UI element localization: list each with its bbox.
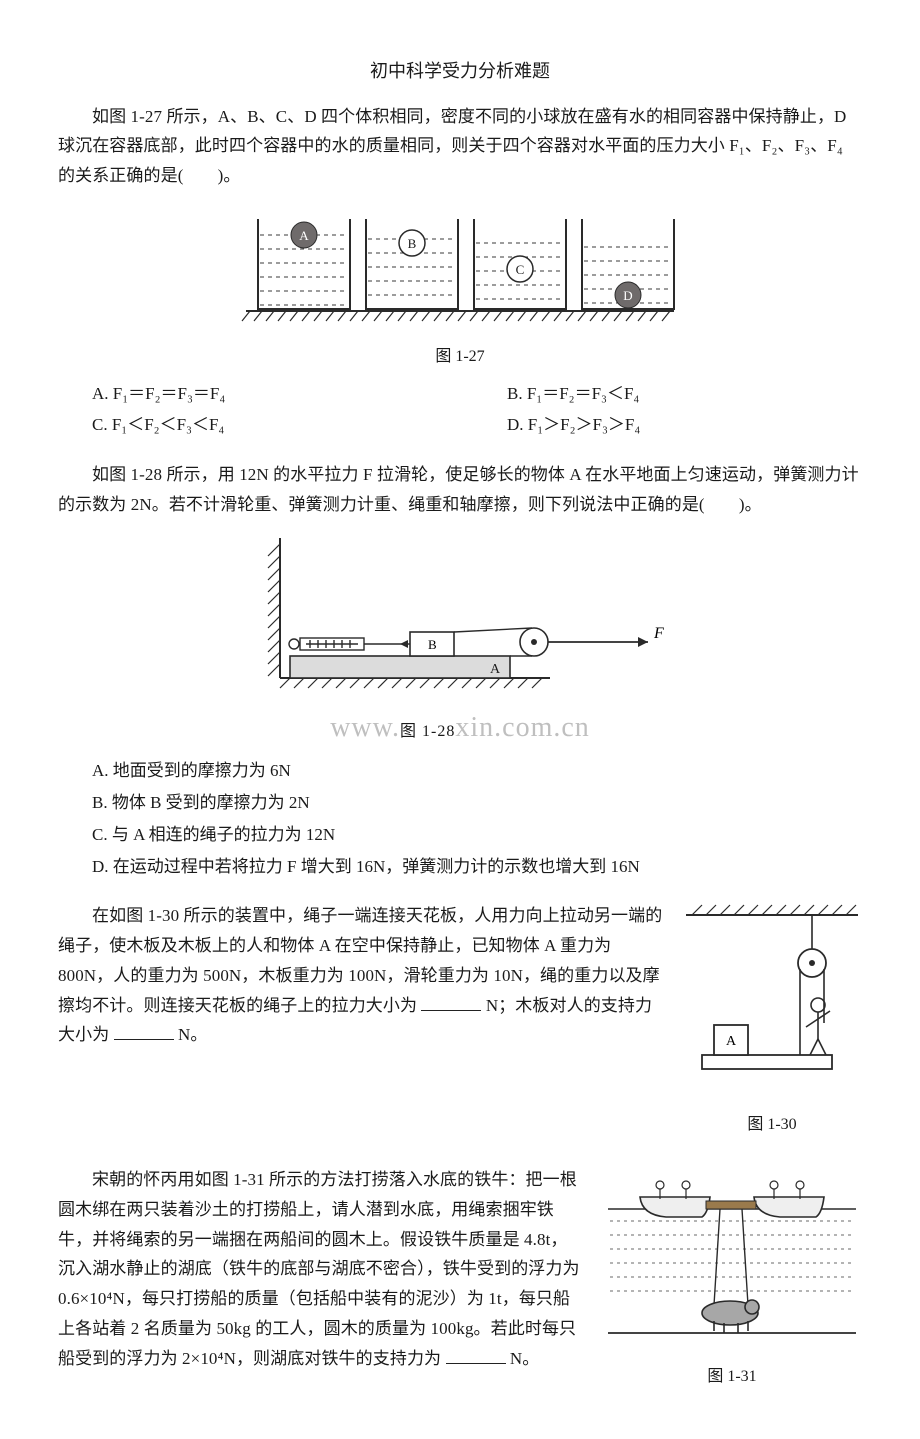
fig-1-28: F A B A: [58, 528, 862, 708]
fig-1-31: 图 1-31: [602, 1165, 862, 1399]
q3-part3: N。: [178, 1025, 207, 1044]
fig128-cap: 图 1-28: [400, 723, 455, 740]
svg-text:B: B: [408, 236, 417, 251]
page-title: 初中科学受力分析难题: [58, 56, 862, 88]
q3-blank2: [114, 1024, 174, 1040]
q4-part1: 宋朝的怀丙用如图 1-31 所示的方法打捞落入水底的铁牛：把一根圆木绑在两只装着…: [58, 1170, 580, 1368]
q2-opt-b: B. 物体 B 受到的摩擦力为 2N: [92, 788, 862, 818]
q2-text: 如图 1-28 所示，用 12N 的水平拉力 F 拉滑轮，使足够长的物体 A 在…: [58, 460, 862, 520]
q4-part2: N。: [510, 1349, 539, 1368]
svg-text:A: A: [490, 662, 501, 677]
svg-text:A: A: [299, 228, 309, 243]
fig-1-27: A B C D: [58, 199, 862, 339]
q1-opt-a: A. F₁＝F₂＝F₃＝F₄: [92, 379, 447, 409]
q1-options: A. F₁＝F₂＝F₃＝F₄ B. F₁＝F₂＝F₃＜F₄ C. F₁＜F₂＜F…: [92, 379, 862, 443]
q4-text: 宋朝的怀丙用如图 1-31 所示的方法打捞落入水底的铁牛：把一根圆木绑在两只装着…: [58, 1165, 584, 1373]
q4-blank1: [446, 1347, 506, 1363]
q3-blank1: [421, 994, 481, 1010]
q2-opt-d: D. 在运动过程中若将拉力 F 增大到 16N，弹簧测力计的示数也增大到 16N: [92, 852, 862, 882]
q2-opt-a: A. 地面受到的摩擦力为 6N: [92, 756, 862, 786]
svg-text:B: B: [428, 637, 437, 652]
fig127-cap: 图 1-27: [58, 343, 862, 371]
svg-text:C: C: [516, 262, 525, 277]
wm-left: www.: [330, 712, 400, 743]
q1-opt-d: D. F₁＞F₂＞F₃＞F₄: [507, 410, 862, 440]
svg-text:A: A: [726, 1034, 737, 1049]
q3-text: 在如图 1-30 所示的装置中，绳子一端连接天花板，人用力向上拉动另一端的绳子，…: [58, 901, 664, 1050]
fig-1-30: A 图 1-30: [682, 901, 862, 1147]
fig130-cap: 图 1-30: [682, 1111, 862, 1139]
q1-opt-b: B. F₁＝F₂＝F₃＜F₄: [507, 379, 862, 409]
q1-opt-c: C. F₁＜F₂＜F₃＜F₄: [92, 410, 447, 440]
q1-text: 如图 1-27 所示，A、B、C、D 四个体积相同，密度不同的小球放在盛有水的相…: [58, 102, 862, 191]
q2-opt-c: C. 与 A 相连的绳子的拉力为 12N: [92, 820, 862, 850]
watermark: www.图 1-28xin.com.cn: [58, 703, 862, 752]
svg-text:D: D: [623, 288, 632, 303]
q2-options: A. 地面受到的摩擦力为 6N B. 物体 B 受到的摩擦力为 2N C. 与 …: [92, 756, 862, 881]
fig131-cap: 图 1-31: [602, 1363, 862, 1391]
wm-right: xin.com.cn: [455, 712, 589, 743]
svg-text:F: F: [653, 625, 664, 642]
